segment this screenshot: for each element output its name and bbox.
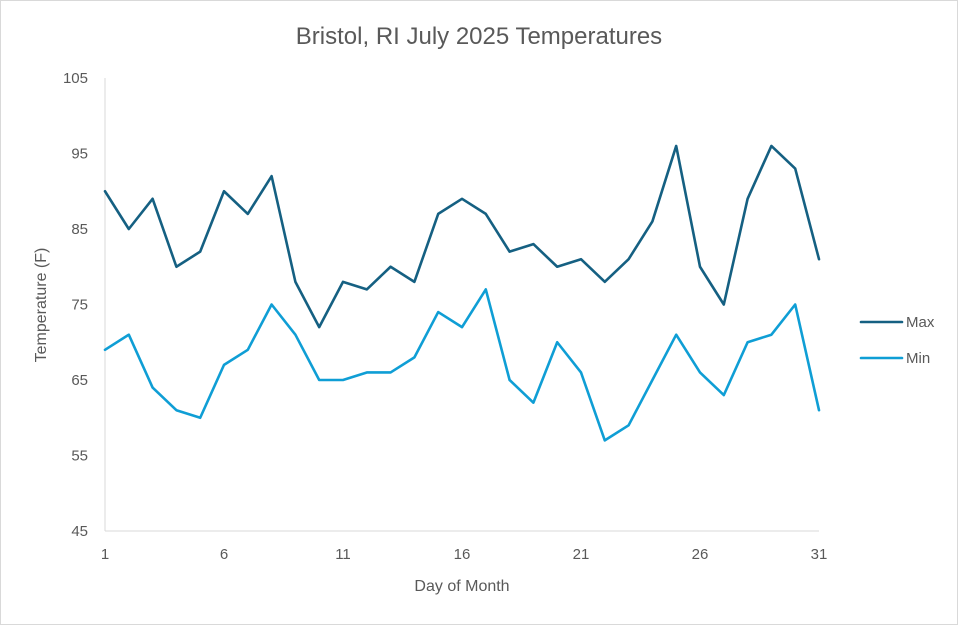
y-axis-label: Temperature (F) — [33, 248, 50, 363]
x-tick-label: 16 — [454, 546, 471, 563]
x-tick-label: 1 — [101, 546, 109, 563]
y-tick-label: 75 — [71, 297, 88, 314]
chart-title: Bristol, RI July 2025 Temperatures — [296, 23, 662, 50]
series-line-min — [103, 288, 821, 442]
y-tick-label: 105 — [63, 70, 88, 87]
x-tick-label: 6 — [220, 546, 228, 563]
x-tick-label: 26 — [692, 546, 709, 563]
y-tick-label: 55 — [71, 448, 88, 465]
y-tick-label: 95 — [71, 146, 88, 163]
series-line-max — [103, 144, 821, 329]
y-tick-label: 85 — [71, 221, 88, 238]
x-tick-label: 11 — [335, 546, 351, 563]
legend-label-min: Min — [906, 350, 930, 367]
x-tick-label: 31 — [811, 546, 828, 563]
y-tick-label: 65 — [71, 372, 88, 389]
x-axis-label: Day of Month — [414, 578, 509, 595]
y-tick-label: 45 — [71, 523, 88, 540]
legend-label-max: Max — [906, 314, 935, 331]
x-tick-label: 21 — [573, 546, 590, 563]
